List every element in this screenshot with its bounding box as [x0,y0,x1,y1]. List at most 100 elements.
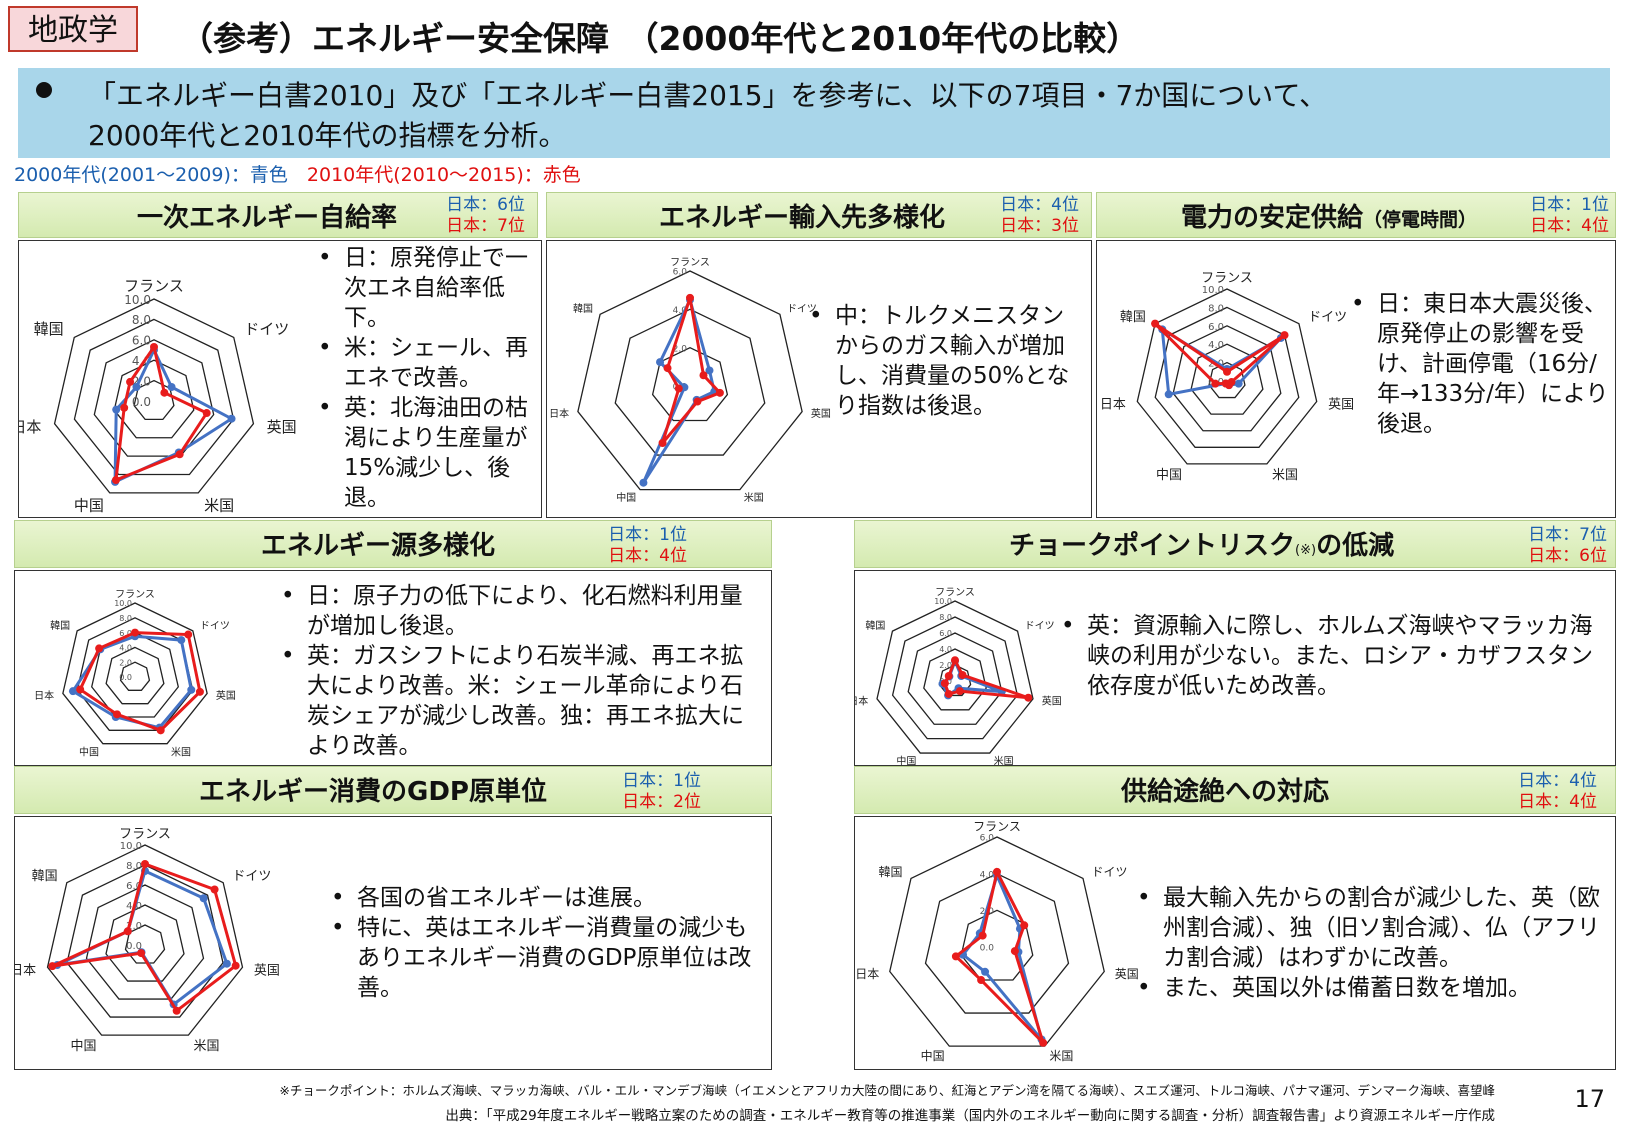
radar-tick-label: 0.0 [980,944,995,954]
radar-point [715,388,724,397]
radar-axis-label: 中国 [79,745,99,758]
radar-point [160,388,169,397]
radar-tick-label: 4.0 [673,306,688,316]
radar-gridline [93,339,215,457]
radar-point [951,656,959,665]
header-gdp-intensity: エネルギー消費のGDP原単位 日本：1位 日本：2位 [14,766,772,814]
radar-point [977,976,986,985]
radar-axis-label: 米国 [171,745,191,758]
radar-point [113,710,122,719]
radar-axis-label: ドイツ [232,869,271,884]
intro-line-1: 「エネルギー白書2010」及び「エネルギー白書2015」を参考に、以下の7項目・… [88,79,1328,112]
radar-tick-label: 4.0 [980,870,995,880]
radar-axis-label: 韓国 [879,865,903,879]
radar-tick-label: 4.0 [119,644,132,653]
header-self-sufficiency: 一次エネルギー自給率 日本：6位 日本：7位 [18,192,538,238]
radar-series-2010s [114,343,209,483]
radar-series-2010s [953,867,1045,1044]
notes-list: 日：東日本大震災後、原発停止の影響を受け、計画停電（16分/年→133分/年）に… [1347,289,1611,439]
radar-series-2000s [960,871,1043,1041]
radar-gridline [924,872,1070,1014]
panel-title: 電力の安定供給（停電時間） [1181,203,1478,233]
radar-gridline [91,631,179,718]
radar-axis-label: 韓国 [1120,310,1146,325]
radar-axis-label: フランス [935,587,975,599]
rank-badge: 日本：4位 日本：3位 [1000,195,1079,236]
radar-gridline [907,632,1003,725]
radar-point [184,630,193,639]
radar-point [95,644,104,653]
radar-axis-label: 英国 [254,963,280,978]
radar-point [48,962,57,971]
radar-point [68,687,77,696]
radar-axis-label: フランス [670,257,710,269]
radar-point [1221,379,1230,388]
radar-tick-label: 6.0 [126,881,142,892]
radar-gridline [53,298,255,494]
radar-point [1039,1038,1048,1047]
source-note: 出典：「平成29年度エネルギー戦略立案のための調査・エネルギー教育等の推進事業（… [445,1108,1495,1124]
radar-axis-label: フランス [973,819,1021,833]
radar-point [699,371,708,380]
radar-point [944,689,953,698]
radar-point [167,383,176,392]
radar-axis-label: 韓国 [865,620,885,632]
radar-tick-label: 0.0 [132,395,151,409]
radar-point [175,450,184,459]
radar-axis-label: 英国 [216,689,236,702]
radar-axis-label: 日本 [19,418,41,436]
radar-axis-label: 韓国 [50,620,70,632]
notes-list: 最大輸入先からの割合が減少した、英（欧州割合減）、独（旧ソ割合減）、仏（アフリカ… [1133,883,1613,1003]
radar-axis-label: 日本 [34,689,54,702]
radar-tick-label: 0.0 [126,941,142,952]
radar-point [944,672,953,681]
note-item: 英：資源輸入に際し、ホルムズ海峡やマラッカ海峡の利用が少ない。また、ロシア・カザ… [1057,611,1607,701]
radar-point [663,364,672,373]
radar-tick-label: 10.0 [124,293,151,307]
radar-gridline [891,616,1019,740]
radar-point [126,377,135,386]
radar-gridline [133,379,175,421]
radar-axis-label: 中国 [616,491,636,504]
radar-tick-label: 2.0 [119,658,132,667]
radar-gridline [105,646,165,705]
radar-series-2000s [56,868,229,1007]
radar-point [1010,947,1019,956]
radar-gridline [938,664,972,697]
radar-axis-label: 韓国 [34,320,64,338]
radar-point [686,293,694,302]
radar-axis-label: 中国 [74,496,104,514]
radar-point [156,726,165,735]
radar-axis-label: ドイツ [1025,621,1055,632]
radar-point [210,885,219,894]
notes-list: 日：原発停止で一次エネ自給率低下。米：シェール、再エネで改善。英：北海油田の枯渇… [314,243,540,513]
radar-tick-label: 6.0 [673,268,688,278]
radar-tick-label: 8.0 [132,313,151,327]
rank-badge: 日本：1位 日本：4位 [608,525,687,566]
radar-series-2010s [78,631,202,733]
radar-point [958,671,967,680]
radar-point [955,687,964,696]
radar-tick-label: 8.0 [126,861,142,872]
rank-badge: 日本：7位 日本：6位 [1528,525,1607,566]
notes-list: 各国の省エネルギーは進展。特に、英はエネルギー消費量の減少もありエネルギー消費の… [327,883,757,1003]
radar-axis-label: フランス [1201,271,1253,286]
radar-axis-label: 米国 [1272,468,1298,483]
radar-tick-label: 2.0 [126,921,142,932]
legend-blue: 2000年代(2001～2009)：青色 [14,164,288,186]
radar-axis-label: フランス [119,827,171,842]
radar-tick-label: 2.0 [939,661,952,670]
rank-badge: 日本：1位 日本：2位 [622,771,701,812]
radar-point [1280,331,1289,340]
radar-point [172,1006,181,1015]
radar-axis-label: 中国 [71,1039,97,1054]
radar-point [195,687,204,696]
note-item: 英：北海油田の枯渇により生産量が15%減少し、後退。 [314,393,540,513]
radar-point [150,342,158,351]
radar-tick-label: 6.0 [132,334,151,348]
